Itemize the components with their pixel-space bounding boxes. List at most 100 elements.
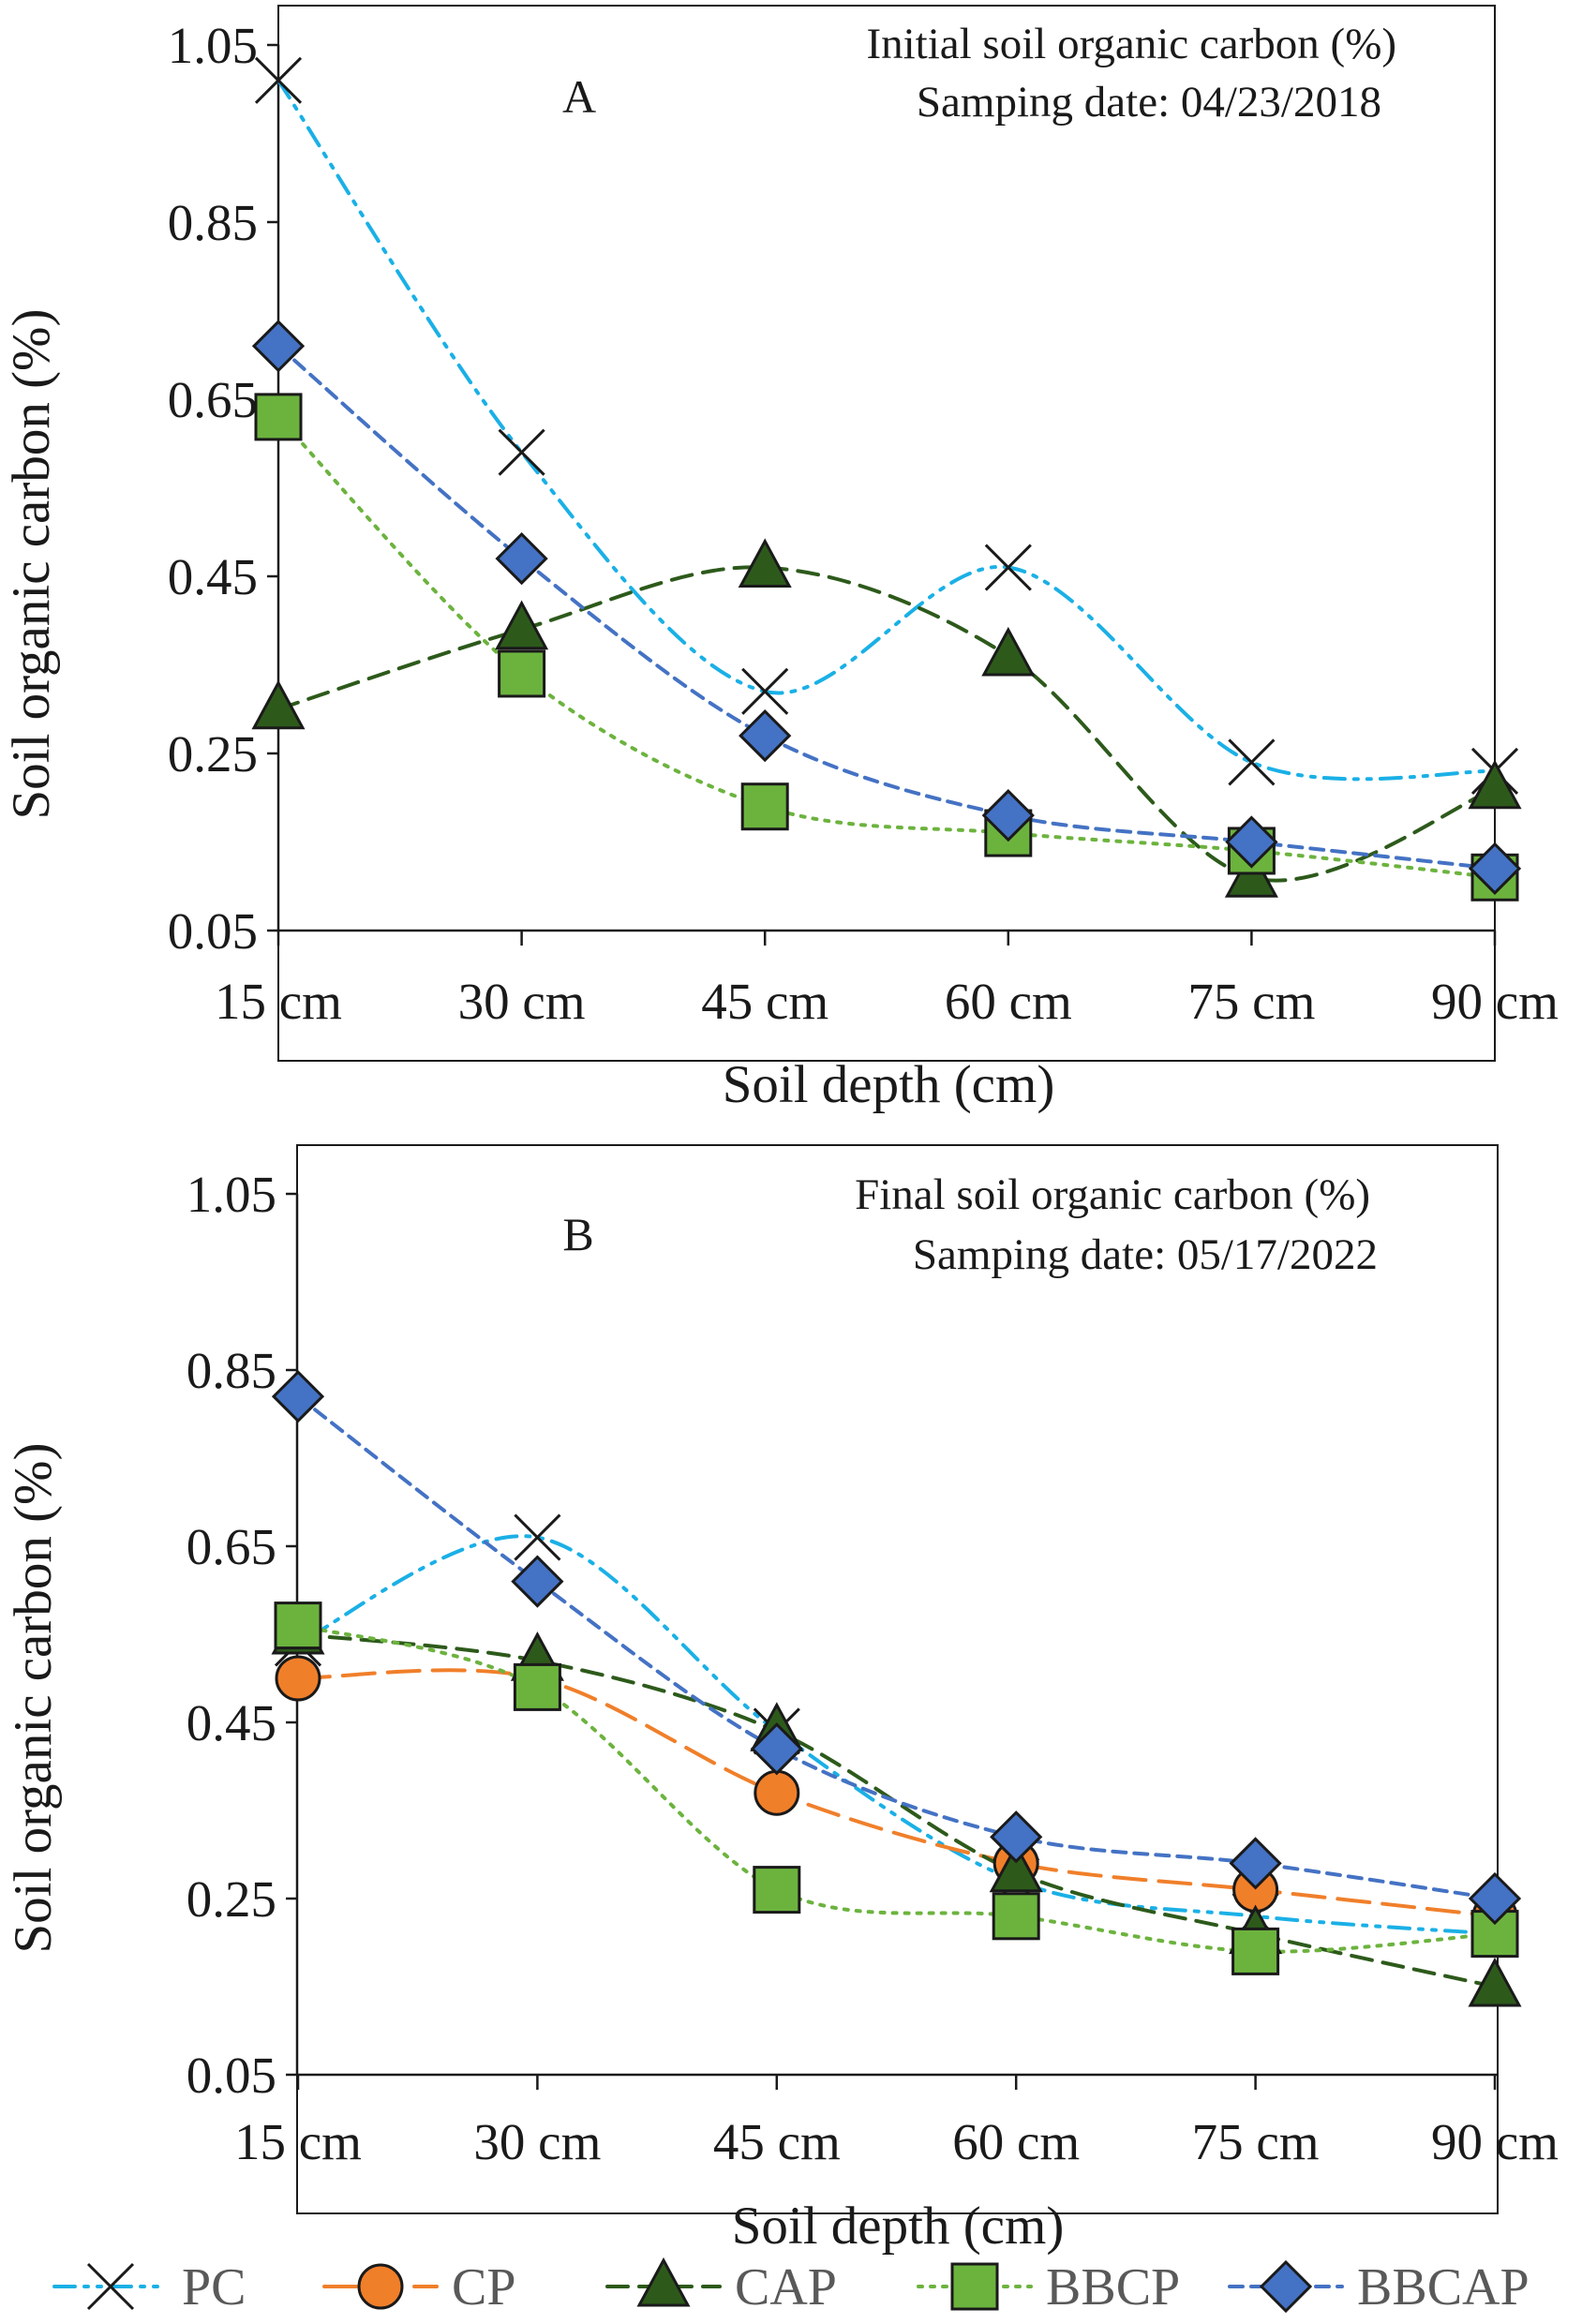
x-tick-label: 90 cm <box>1431 973 1559 1030</box>
y-tick-label: 0.25 <box>168 725 258 782</box>
marker-stroke <box>514 1513 561 1561</box>
x-tick-label: 30 cm <box>473 2113 601 2170</box>
legend-label: CP <box>452 2258 516 2317</box>
y-axis-title: Soil organic carbon (%) <box>4 1442 63 1953</box>
series-lines <box>296 1394 1497 1989</box>
plot-frame <box>296 1144 1499 2214</box>
point-bbcp <box>254 393 303 441</box>
series-line-pc <box>296 1534 1497 1936</box>
marker-stroke <box>254 56 303 104</box>
y-tick-label: 1.05 <box>168 17 258 74</box>
marker-stroke <box>1228 738 1276 786</box>
legend-entry-cp: CP <box>322 2258 516 2317</box>
y-tick-label: 0.25 <box>187 1870 276 1928</box>
point-bbcap <box>1225 815 1278 869</box>
marker-stroke <box>498 428 545 476</box>
series-layer <box>271 1370 1522 2007</box>
series-lines <box>276 78 1497 883</box>
legend-marker <box>86 2262 135 2311</box>
legend-entry-bbcap: BBCAP <box>1228 2258 1530 2317</box>
point-bbcp <box>1231 1927 1280 1975</box>
legend-label: BBCAP <box>1357 2258 1530 2317</box>
point-bbcp <box>740 782 789 831</box>
x-tick-labels: 15 cm 30 cm 45 cm 60 cm 75 cm 90 cm <box>215 973 1559 1030</box>
legend-entry-bbcp: BBCP <box>917 2258 1180 2317</box>
y-tick-label: 0.05 <box>168 902 258 960</box>
annotation-title: Final soil organic carbon (%) <box>855 1170 1370 1219</box>
point-cap <box>251 679 306 730</box>
y-tick-label: 0.45 <box>187 1694 276 1751</box>
x-axis-title: Soil depth (cm) <box>732 2197 1065 2256</box>
legend-marker <box>950 2262 999 2311</box>
panel-letter: B <box>562 1208 593 1260</box>
legend-label: CAP <box>735 2258 837 2317</box>
series-line-bbcap <box>276 344 1497 871</box>
x-tick-label: 75 cm <box>1192 2113 1320 2170</box>
point-cap <box>981 626 1036 677</box>
panel-letter: A <box>562 70 596 123</box>
axes <box>286 1192 1498 2090</box>
annotation-title: Initial soil organic carbon (%) <box>866 20 1396 68</box>
legend-marker <box>1259 2259 1313 2314</box>
point-cap <box>1468 1957 1522 2007</box>
x-tick-label: 15 cm <box>234 2113 362 2170</box>
panel-b: B Final soil organic carbon (%) Samping … <box>4 1144 1559 2256</box>
y-tick-labels: 0.05 0.25 0.45 0.65 0.85 1.05 <box>168 17 258 960</box>
legend-entry-pc: PC <box>52 2258 246 2317</box>
point-bbcap <box>750 1722 803 1776</box>
plot-frame <box>277 5 1496 1062</box>
panel-a: A Initial soil organic carbon (%) Sampin… <box>2 5 1559 1114</box>
point-bbcap <box>511 1555 564 1608</box>
point-pc <box>498 428 545 476</box>
legend-marker <box>636 2257 691 2307</box>
y-tick-labels: 0.05 0.25 0.45 0.65 0.85 1.05 <box>187 1166 276 2104</box>
x-tick-label: 90 cm <box>1431 2113 1559 2170</box>
y-axis-title: Soil organic carbon (%) <box>2 308 61 819</box>
series-line-pc <box>276 78 1497 782</box>
x-tick-label: 45 cm <box>713 2113 841 2170</box>
legend-label: PC <box>182 2258 246 2317</box>
point-pc <box>514 1513 561 1561</box>
y-tick-label: 0.85 <box>187 1342 276 1399</box>
annotation-date: Samping date: 05/17/2022 <box>913 1230 1378 1279</box>
point-pc <box>254 56 303 104</box>
x-tick-label: 15 cm <box>215 973 342 1030</box>
point-cp <box>754 1769 800 1816</box>
series-layer <box>251 56 1522 901</box>
point-cap <box>1468 759 1522 810</box>
series-markers <box>251 56 1522 901</box>
legend-entry-cap: CAP <box>605 2257 837 2317</box>
x-tick-label: 45 cm <box>701 973 828 1030</box>
point-bbcp <box>992 1892 1040 1941</box>
y-tick-label: 0.85 <box>168 194 258 251</box>
point-cap <box>738 538 792 588</box>
point-bbcap <box>981 789 1035 842</box>
axes <box>267 43 1497 946</box>
legend-label: BBCP <box>1046 2258 1180 2317</box>
series-line-bbcap <box>296 1394 1497 1900</box>
x-tick-label: 60 cm <box>952 2113 1080 2170</box>
point-bbcp <box>274 1601 322 1650</box>
y-tick-label: 0.65 <box>187 1518 276 1575</box>
series-markers <box>271 1370 1522 2007</box>
point-bbcap <box>251 320 306 373</box>
y-tick-label: 1.05 <box>187 1166 276 1223</box>
point-bbcap <box>739 708 792 763</box>
point-pc <box>984 544 1032 591</box>
marker-stroke <box>86 2262 135 2311</box>
point-bbcap <box>1468 842 1522 895</box>
point-cap <box>989 1842 1043 1893</box>
series-line-cap <box>296 1632 1497 1989</box>
y-tick-label: 0.05 <box>187 2047 276 2104</box>
x-tick-label: 60 cm <box>945 973 1072 1030</box>
point-cap <box>495 600 549 650</box>
x-tick-label: 75 cm <box>1187 973 1315 1030</box>
legend-marker <box>357 2263 404 2310</box>
series-line-bbcp <box>296 1623 1497 1954</box>
point-bbcap <box>495 531 548 586</box>
point-pc <box>1228 738 1276 786</box>
point-bbcap <box>990 1810 1043 1864</box>
point-bbcap <box>1229 1837 1282 1890</box>
point-pc <box>741 667 789 715</box>
